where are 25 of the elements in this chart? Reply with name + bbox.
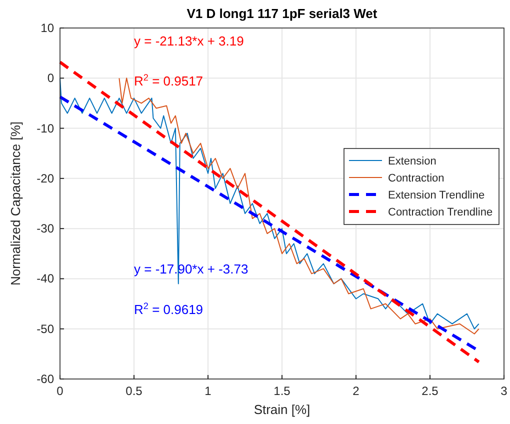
x-axis-title: Strain [%] [254, 402, 310, 417]
legend-label: Extension [388, 156, 436, 168]
legend-label: Contraction [388, 172, 444, 184]
y-tick-label: -20 [36, 171, 54, 186]
annotation: y = -21.13*x + 3.19 [134, 34, 244, 49]
x-tick-label: 3 [500, 384, 508, 398]
y-tick-label: -10 [36, 121, 54, 136]
legend-label: Extension Trendline [388, 190, 485, 202]
x-tick-label: 1.5 [274, 384, 291, 398]
y-tick-label: 10 [40, 21, 54, 35]
y-tick-label: -40 [36, 272, 54, 286]
y-tick-label: -60 [36, 372, 54, 386]
chart-title: V1 D long1 117 1pF serial3 Wet [186, 6, 378, 21]
x-tick-label: 0 [56, 384, 64, 398]
y-axis-title: Normalized Capacitance [%] [8, 121, 23, 286]
x-tick-label: 2.5 [422, 384, 439, 398]
y-tick-label: 0 [47, 71, 54, 86]
annotation: R$^{2}$ = 0.9619 [134, 300, 204, 317]
x-tick-label: 0.5 [126, 384, 143, 398]
legend-label: Contraction Trendline [388, 206, 493, 218]
y-tick-label: -50 [36, 322, 54, 336]
x-tick-label: 1 [204, 384, 212, 398]
y-tick-label: -30 [36, 222, 54, 236]
x-tick-label: 2 [352, 384, 360, 398]
annotation: R$^{2}$ = 0.9517 [134, 72, 204, 89]
